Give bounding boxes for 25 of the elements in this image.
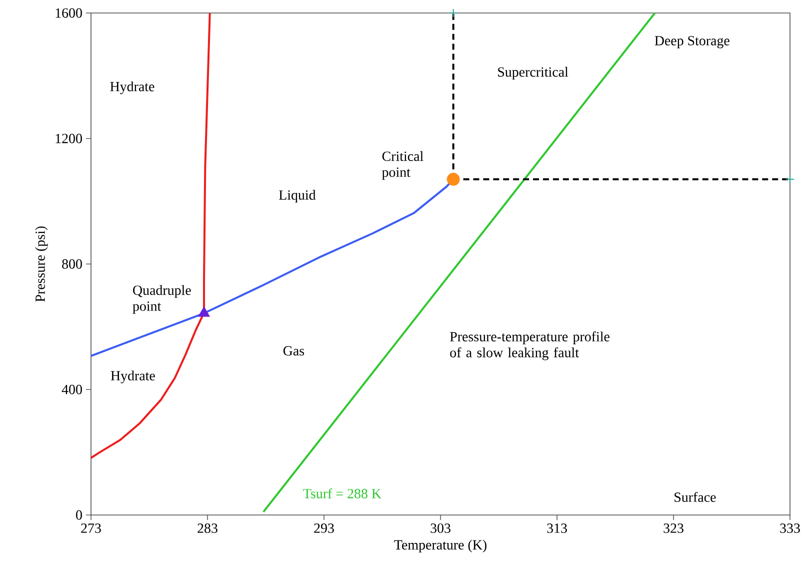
annotation: Supercritical: [498, 66, 568, 80]
annotation: Surface: [674, 492, 716, 502]
series-label: Quadruple point: [132, 285, 191, 314]
series-label: Critical point: [382, 151, 424, 180]
x-tick-label: 303: [430, 524, 450, 533]
x-tick-label: 273: [81, 524, 101, 533]
y-tick-label: 0: [76, 510, 82, 520]
y-tick-label: 1200: [56, 134, 82, 144]
x-axis-title: Temperature (K): [394, 540, 486, 552]
y-tick-label: 400: [62, 384, 82, 394]
y-tick-label: 1600: [56, 8, 82, 18]
annotation: Gas: [283, 346, 304, 356]
annotation: Liquid: [279, 190, 316, 203]
annotation: Hydrate: [110, 370, 155, 384]
x-tick-label: 293: [314, 524, 334, 533]
annotation: Pressure-temperature profile of a slow leaking fault: [450, 331, 610, 360]
y-tick-label: 800: [62, 259, 82, 269]
x-tick-label: 283: [198, 524, 218, 533]
x-tick-label: 313: [547, 524, 567, 533]
x-tick-label: 323: [664, 524, 684, 533]
series-label: Tsurf = 288 K: [303, 488, 382, 498]
annotation: Deep Storage: [654, 36, 730, 48]
annotation: Hydrate: [110, 81, 154, 94]
x-tick-label: 333: [780, 524, 800, 533]
y-axis-title: Pressure (psi): [35, 226, 48, 302]
